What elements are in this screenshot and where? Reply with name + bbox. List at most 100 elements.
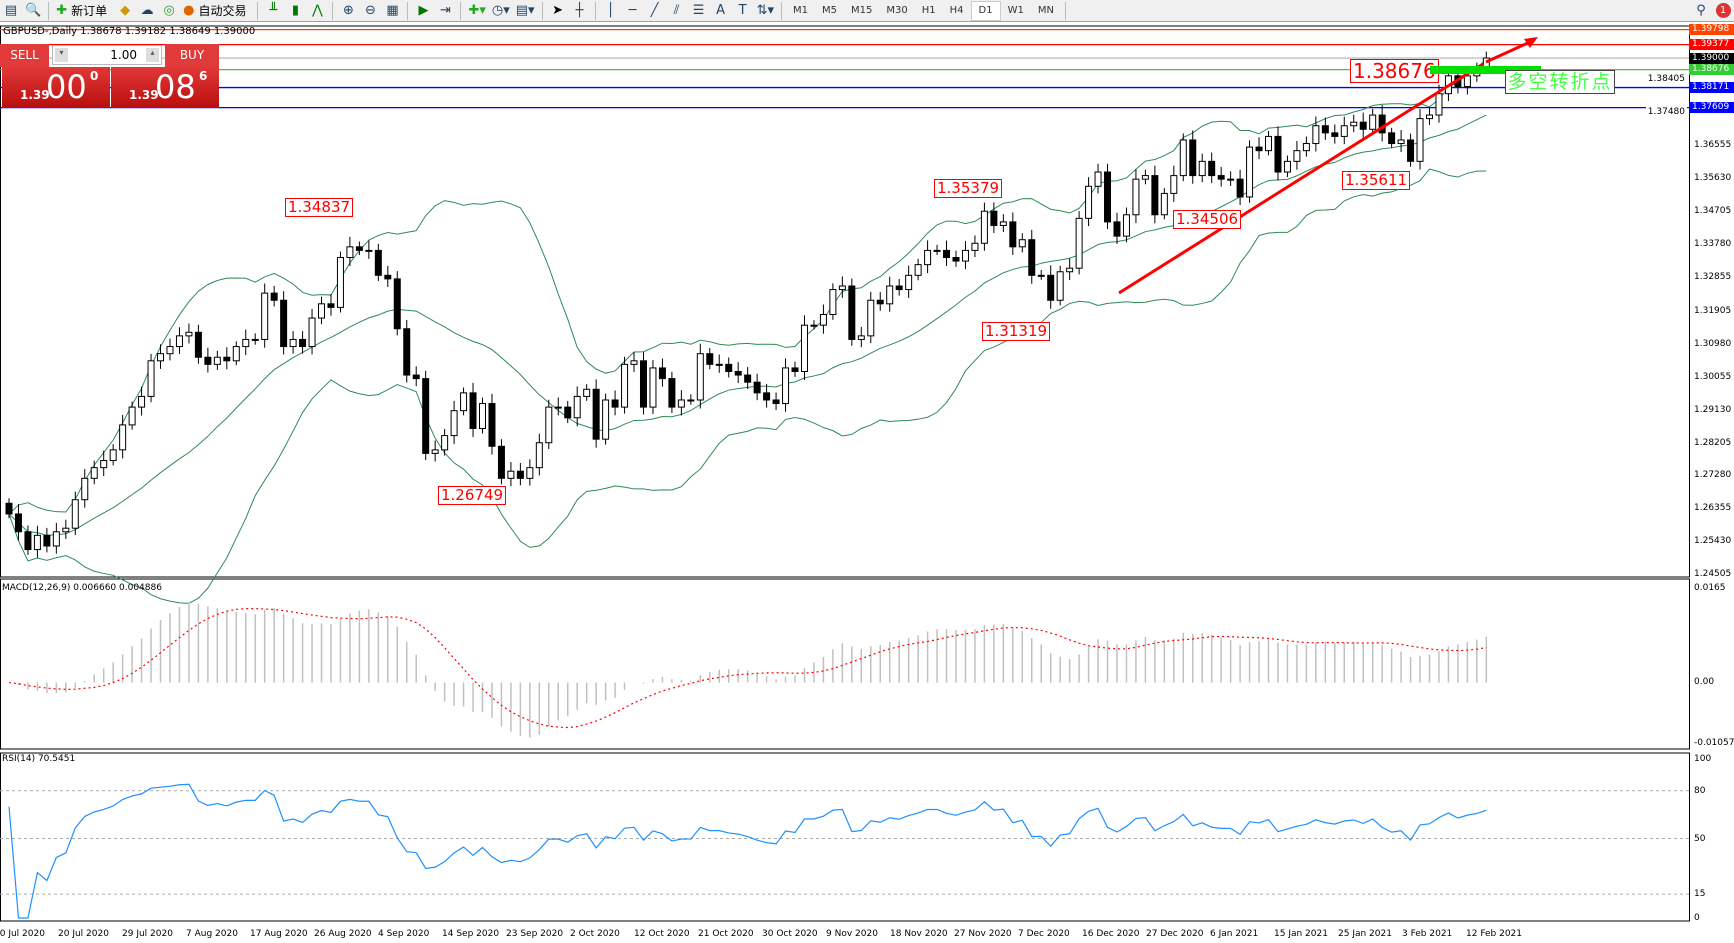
candle-body	[535, 442, 543, 469]
market-icon[interactable]: ◎	[163, 3, 175, 18]
annotation-high[interactable]: 1.35379	[934, 179, 1003, 198]
bar-chart-icon[interactable]: ╨	[269, 3, 278, 18]
cursor-icon[interactable]: ➤	[552, 3, 564, 18]
new-order-button[interactable]: ✚ 新订单	[56, 3, 108, 18]
auto-trading-button[interactable]: ● 自动交易	[183, 3, 247, 18]
separator	[1064, 1, 1066, 20]
signals-icon[interactable]: ☁	[140, 3, 154, 18]
periods-icon[interactable]: ◷▾	[491, 3, 510, 18]
timeframe-w1[interactable]: W1	[1007, 5, 1024, 16]
candle-body	[52, 531, 60, 547]
buy-price[interactable]: 1.39 08 6	[111, 67, 219, 108]
timeframe-d1[interactable]: D1	[970, 0, 1001, 21]
rsi-tick: 15	[1694, 889, 1706, 900]
timeframe-h4[interactable]: H4	[949, 5, 964, 16]
horizontal-line-icon[interactable]: ─	[628, 3, 637, 18]
text-label-icon[interactable]: T	[738, 3, 747, 18]
candle-body	[43, 534, 51, 547]
window-icon[interactable]: ▤	[4, 3, 18, 18]
new-order-icon: ✚	[56, 3, 68, 18]
candle-body	[460, 392, 468, 412]
macd-label: MACD(12,26,9) 0.006660 0.004886	[2, 583, 162, 593]
pivot-zone-bar[interactable]	[1430, 66, 1541, 74]
templates-icon[interactable]: ▤▾	[515, 3, 535, 18]
timeframe-mn[interactable]: MN	[1037, 5, 1054, 16]
decrease-lot-button[interactable]: ▾	[55, 48, 68, 62]
chart-canvas[interactable]	[0, 23, 1734, 943]
date-tick: 18 Nov 2020	[890, 929, 948, 939]
candle-body	[744, 374, 752, 383]
text-icon[interactable]: A	[716, 3, 726, 18]
zoom-window-icon[interactable]: 🔍	[25, 3, 42, 18]
candle-body	[109, 449, 117, 462]
candle-body	[1085, 185, 1093, 219]
tile-windows-icon[interactable]: ▦	[386, 3, 399, 18]
date-tick: 21 Oct 2020	[698, 929, 754, 939]
candle-body	[971, 242, 979, 251]
sell-price[interactable]: 1.39 00 0	[2, 67, 110, 108]
auto-trading-icon: ●	[183, 3, 195, 18]
candle-body	[1198, 160, 1206, 177]
pivot-label[interactable]: 多空转折点	[1505, 70, 1615, 94]
metaeditor-icon[interactable]: ◆	[120, 3, 131, 18]
candle-body	[706, 353, 714, 365]
candle-body	[621, 363, 629, 408]
candle-body	[611, 399, 619, 408]
date-axis[interactable]: 10 Jul 2020 20 Jul 2020 29 Jul 2020 7 Aug 2…	[0, 927, 1690, 943]
lot-size-input[interactable]: 1.00	[110, 48, 137, 62]
sell-button[interactable]: SELL	[0, 44, 49, 67]
candle-body	[583, 388, 591, 397]
timeframe-m1[interactable]: M1	[793, 5, 808, 16]
candle-body	[980, 210, 988, 244]
date-tick: 29 Jul 2020	[122, 929, 173, 939]
candle-body	[1208, 160, 1216, 177]
candle-body	[1283, 160, 1291, 173]
candle-body	[564, 406, 572, 419]
line-chart-icon[interactable]: ⋀	[312, 3, 323, 18]
vertical-line-icon[interactable]: │	[606, 3, 615, 18]
zoom-out-icon[interactable]: ⊖	[365, 3, 376, 18]
candle-body	[365, 249, 373, 252]
increase-lot-button[interactable]: ▴	[146, 48, 159, 62]
fibonacci-icon[interactable]: ☰	[692, 3, 705, 18]
indicators-icon[interactable]: ✚▾	[468, 3, 486, 18]
lot-size-stepper[interactable]: ▾ 1.00 ▴	[52, 45, 162, 65]
timeframe-m5[interactable]: M5	[822, 5, 837, 16]
price-tick: 1.30980	[1694, 338, 1732, 349]
chart-shift-icon[interactable]: ⇥	[440, 3, 451, 18]
annotation-high[interactable]: 1.34837	[285, 198, 354, 217]
annotation-low[interactable]: 1.34506	[1173, 210, 1242, 229]
notifications-button[interactable]: 1	[1712, 1, 1734, 21]
crosshair-icon[interactable]: ┼	[575, 3, 584, 18]
arrows-icon[interactable]: ⇅▾	[756, 3, 774, 18]
zoom-in-icon[interactable]: ⊕	[343, 3, 354, 18]
buy-button[interactable]: BUY	[165, 44, 219, 67]
candle-body	[289, 338, 297, 348]
candle-body	[384, 274, 392, 280]
annotation-pivot-price[interactable]: 1.38676	[1350, 59, 1439, 83]
macd-pane-frame	[0, 578, 1690, 750]
timeframe-m30[interactable]: M30	[886, 5, 908, 16]
annotation-low[interactable]: 1.35611	[1342, 171, 1411, 190]
date-tick: 16 Dec 2020	[1082, 929, 1140, 939]
timeframe-m15[interactable]: M15	[851, 5, 873, 16]
annotation-low[interactable]: 1.26749	[438, 486, 507, 505]
candle-body	[886, 285, 894, 305]
trendline-icon[interactable]: ╱	[650, 3, 659, 18]
date-tick: 20 Jul 2020	[58, 929, 109, 939]
candlestick-icon[interactable]: ▮	[291, 3, 300, 18]
price-level-tag: 1.38676	[1689, 64, 1734, 76]
date-tick: 17 Aug 2020	[250, 929, 308, 939]
candle-body	[649, 367, 657, 408]
candle-body	[100, 460, 108, 469]
candle-body	[251, 338, 259, 341]
timeframe-h1[interactable]: H1	[921, 5, 936, 16]
candle-body	[1293, 150, 1301, 162]
auto-scroll-icon[interactable]: ▶	[418, 3, 429, 18]
annotation-low[interactable]: 1.31319	[982, 322, 1051, 341]
macd-signal-line	[8, 607, 1487, 729]
channel-icon[interactable]: ⫽	[673, 3, 680, 18]
candle-body	[1122, 214, 1130, 237]
candle-body	[1331, 132, 1339, 137]
search-icon[interactable]: ⚲	[1696, 3, 1706, 18]
